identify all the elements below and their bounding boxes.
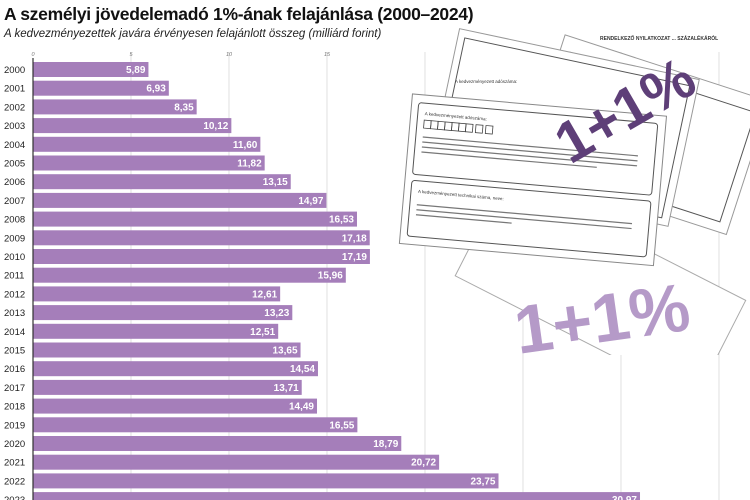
chart-subtitle: A kedvezményezettek javára érvényesen fe… <box>4 28 382 40</box>
bar-2008 <box>33 211 357 227</box>
y-category-label: 2015 <box>4 346 25 357</box>
y-category-label: 2006 <box>4 177 25 188</box>
tax-form-collage-image: RENDELKEZŐ NYILATKOZAT ... SZÁZALÉKÁRÓL … <box>398 28 750 355</box>
form-field-label: A kedvezményezett adószáma: <box>425 111 487 121</box>
form-heading: RENDELKEZŐ NYILATKOZAT ... SZÁZALÉKÁRÓL <box>600 34 718 42</box>
y-category-label: 2013 <box>4 308 25 319</box>
bar-2000 <box>33 62 149 77</box>
data-label: 11,60 <box>233 140 258 151</box>
data-label: 17,19 <box>342 252 367 263</box>
y-category-label: 2021 <box>4 458 25 469</box>
bar-2017 <box>33 379 302 395</box>
y-category-label: 2001 <box>4 84 25 95</box>
data-label: 14,54 <box>290 364 315 375</box>
y-category-label: 2016 <box>4 364 25 375</box>
bar-2016 <box>33 361 318 377</box>
bar-2009 <box>33 230 370 246</box>
data-label: 8,35 <box>174 102 194 113</box>
bar-2014 <box>33 323 279 339</box>
x-tick-label: 0 <box>31 52 35 58</box>
data-label: 13,23 <box>264 308 289 319</box>
data-label: 11,82 <box>237 159 262 170</box>
data-label: 13,71 <box>274 383 299 394</box>
data-label: 15,96 <box>318 271 343 282</box>
bar-2012 <box>33 286 281 302</box>
y-category-label: 2017 <box>4 383 25 394</box>
bar-2018 <box>33 398 318 414</box>
data-label: 23,75 <box>470 476 495 487</box>
bar-2004 <box>33 136 261 152</box>
x-axis-ticks: 0 5 10 15 <box>31 52 331 58</box>
y-category-label: 2018 <box>4 402 25 413</box>
y-category-label: 2008 <box>4 215 25 226</box>
data-label: 17,18 <box>342 233 367 244</box>
bar-2001 <box>33 80 169 96</box>
y-category-label: 2000 <box>4 65 25 76</box>
x-tick-label: 5 <box>129 52 133 58</box>
bar-2010 <box>33 249 370 264</box>
form-sheet-front: A kedvezményezett adószáma: A kedvezmény… <box>398 93 668 267</box>
form-field-label: A kedvezményezett adószáma: <box>455 79 517 84</box>
data-label: 12,51 <box>250 327 275 338</box>
y-category-label: 2022 <box>4 476 25 487</box>
y-category-label: 2019 <box>4 420 25 431</box>
data-label: 14,97 <box>298 196 323 207</box>
x-tick-label: 10 <box>226 52 233 58</box>
y-category-label: 2023 <box>4 495 25 500</box>
bar-2005 <box>33 155 265 171</box>
bar-2007 <box>33 192 327 208</box>
y-category-label: 2003 <box>4 121 25 132</box>
chart-title: A személyi jövedelemadó 1%-ának felajánl… <box>4 4 474 24</box>
y-category-label: 2007 <box>4 196 25 207</box>
y-category-label: 2020 <box>4 439 25 450</box>
bar-2003 <box>33 118 232 134</box>
data-label: 13,65 <box>273 346 298 357</box>
data-label: 30,97 <box>612 495 637 500</box>
y-axis-labels: 2000 2001 2002 2003 2004 2005 2006 2007 2008 2009… <box>4 65 25 500</box>
bar-2002 <box>33 99 197 115</box>
y-category-label: 2009 <box>4 233 25 244</box>
bar-2006 <box>33 174 291 190</box>
bar-2019 <box>33 417 358 433</box>
bar-2020 <box>33 436 402 451</box>
bar-2015 <box>33 342 301 358</box>
data-label: 13,15 <box>263 177 288 188</box>
y-category-label: 2012 <box>4 289 25 300</box>
y-category-label: 2002 <box>4 102 25 113</box>
data-label: 18,79 <box>373 439 398 450</box>
data-label: 5,89 <box>126 65 146 76</box>
data-label: 12,61 <box>252 289 277 300</box>
bar-2022 <box>33 473 499 489</box>
data-label: 10,12 <box>203 121 228 132</box>
bar-2011 <box>33 267 346 283</box>
data-label: 16,55 <box>329 420 354 431</box>
y-category-label: 2005 <box>4 159 25 170</box>
data-label: 6,93 <box>146 84 166 95</box>
y-category-label: 2010 <box>4 252 25 263</box>
bar-2023 <box>33 492 641 500</box>
bar-2021 <box>33 454 440 470</box>
data-label: 14,49 <box>289 402 314 413</box>
y-category-label: 2014 <box>4 327 25 338</box>
data-label: 16,53 <box>329 215 354 226</box>
data-label: 20,72 <box>411 458 436 469</box>
y-category-label: 2004 <box>4 140 25 151</box>
y-category-label: 2011 <box>4 271 24 282</box>
x-tick-label: 15 <box>324 52 331 58</box>
bar-2013 <box>33 305 293 321</box>
